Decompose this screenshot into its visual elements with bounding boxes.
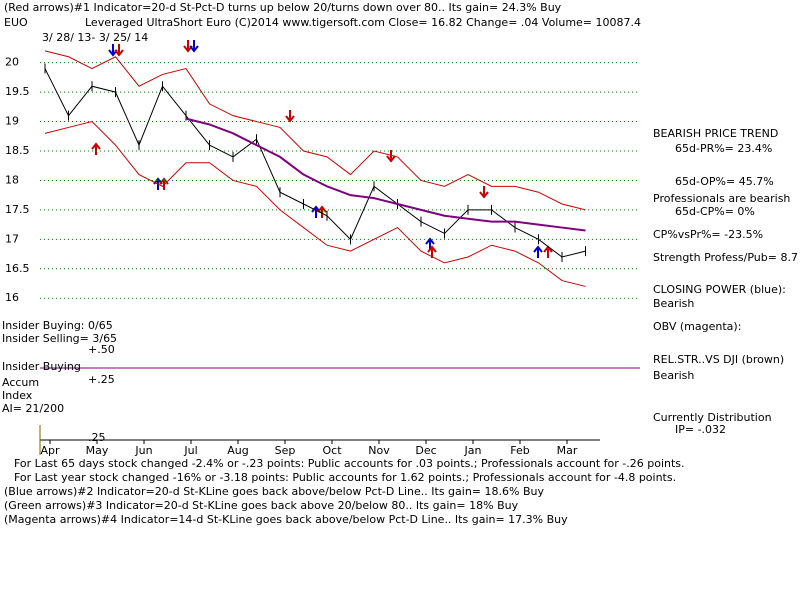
y-tick-label: 20	[5, 56, 19, 69]
subtitle: Leveraged UltraShort Euro (C)2014 www.ti…	[85, 16, 641, 29]
y-tick-label: 16	[5, 291, 19, 304]
x-tick-label: Nov	[368, 444, 390, 457]
panel-note: .25	[88, 431, 106, 444]
x-tick-label: Mar	[557, 444, 578, 457]
x-tick-label: Dec	[415, 444, 436, 457]
footer-line: For Last 65 days stock changed -2.4% or …	[14, 457, 685, 470]
side-note: REL.STR..VS DJI (brown)	[653, 353, 784, 366]
date-range: 3/ 28/ 13- 3/ 25/ 14	[42, 31, 148, 44]
side-note: BEARISH PRICE TREND	[653, 127, 778, 140]
series-line	[185, 117, 586, 232]
side-note: Currently Distribution	[653, 411, 772, 424]
footer-line: (Magenta arrows)#4 Indicator=14-d St-KLi…	[4, 513, 568, 526]
y-tick-label: 18	[5, 173, 19, 186]
y-tick-label: 17	[5, 232, 19, 245]
panel-note: Accum	[2, 376, 39, 389]
side-note: OBV (magenta):	[653, 320, 741, 333]
side-note: Bearish	[653, 297, 694, 310]
y-tick-label: 17.5	[5, 203, 30, 216]
panel-note: +.50	[88, 343, 115, 356]
x-tick-label: Oct	[322, 444, 342, 457]
side-note: Bearish	[653, 369, 694, 382]
x-tick-label: Sep	[275, 444, 296, 457]
side-note: CP%vsPr%= -23.5%	[653, 228, 763, 241]
x-tick-label: May	[86, 444, 109, 457]
x-tick-label: Aug	[227, 444, 248, 457]
y-tick-label: 19	[5, 115, 19, 128]
side-note: 65d-PR%= 23.4%	[675, 142, 772, 155]
side-note: IP= -.032	[675, 423, 726, 436]
series-line	[44, 68, 586, 258]
side-note: 65d-CP%= 0%	[675, 205, 755, 218]
x-tick-label: Jan	[464, 444, 482, 457]
x-tick-label: Jul	[183, 444, 197, 457]
footer-line: (Green arrows)#3 Indicator=20-d St-KLine…	[4, 499, 519, 512]
series-line	[44, 50, 586, 211]
panel-note: AI= 21/200	[2, 402, 64, 415]
panel-note: Insider Selling= 3/65	[2, 332, 117, 345]
side-note: 65d-OP%= 45.7%	[675, 175, 774, 188]
side-note: CLOSING POWER (blue):	[653, 283, 786, 296]
side-note: Professionals are bearish	[653, 192, 790, 205]
panel-note: +.25	[88, 373, 115, 386]
y-tick-label: 19.5	[5, 85, 30, 98]
footer-line: (Blue arrows)#2 Indicator=20-d St-KLine …	[4, 485, 544, 498]
panel-note: Insider Buying: 0/65	[2, 319, 113, 332]
panel-note: Insider Buying	[2, 360, 81, 373]
y-tick-label: 16.5	[5, 262, 30, 275]
series-line	[44, 121, 586, 287]
footer-line: For Last year stock changed -16% or -3.1…	[14, 471, 676, 484]
panel-note: Index	[2, 389, 33, 402]
side-note: Strength Profess/Pub= 8.7	[653, 251, 798, 264]
x-tick-label: Feb	[510, 444, 529, 457]
x-tick-label: Jun	[134, 444, 152, 457]
chart-title: (Red arrows)#1 Indicator=20-d St-Pct-D t…	[4, 1, 562, 14]
y-tick-label: 18.5	[5, 144, 30, 157]
x-tick-label: Apr	[40, 444, 60, 457]
symbol: EUO	[4, 16, 28, 29]
